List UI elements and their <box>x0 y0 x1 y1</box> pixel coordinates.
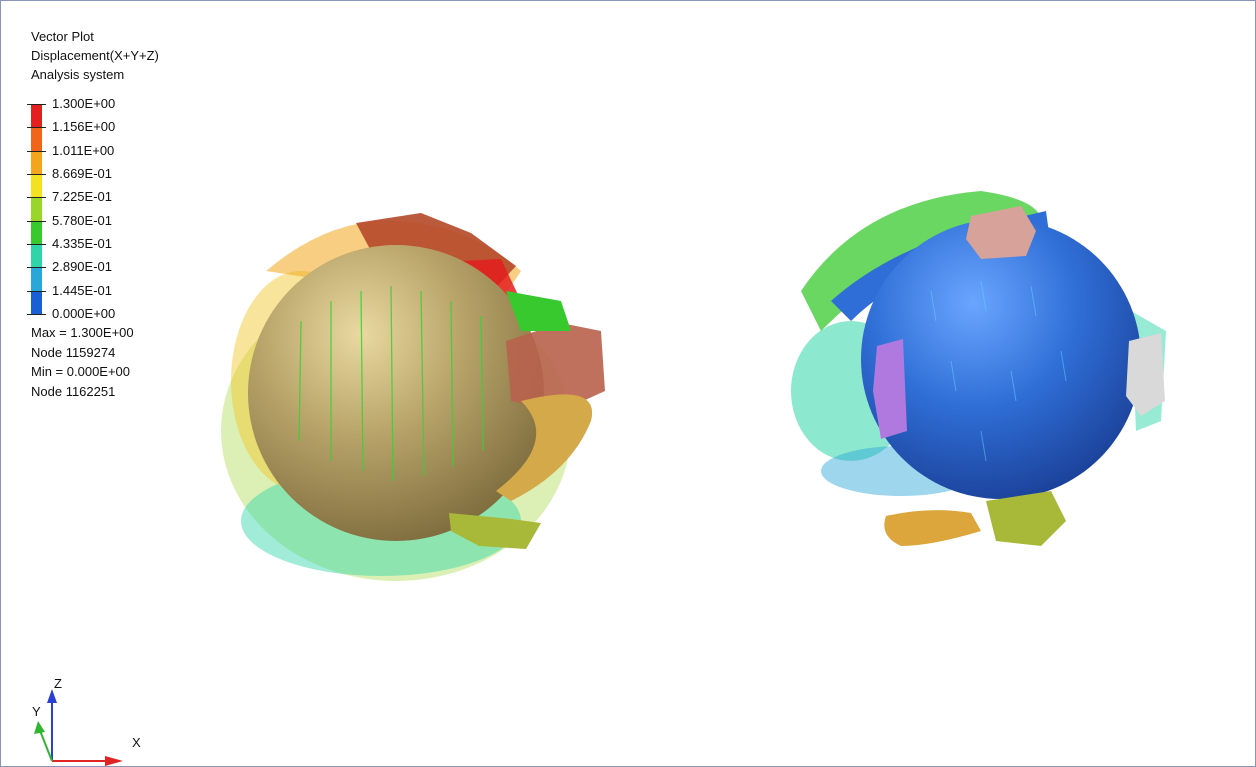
legend-tick-1 <box>27 127 46 129</box>
legend-level-label: 0.000E+00 <box>52 306 116 321</box>
legend-band-7 <box>31 267 42 291</box>
legend-level-label: 1.011E+00 <box>52 142 115 158</box>
legend-result-type: Displacement(X+Y+Z) <box>31 48 159 63</box>
legend-tick-9 <box>27 314 46 315</box>
legend-band-6 <box>31 243 42 268</box>
legend-max-node: Node 1159274 <box>31 344 116 360</box>
legend-tick-0 <box>27 104 46 105</box>
right-sphere-arrows <box>930 280 1067 462</box>
left-sphere-arrows <box>298 285 484 482</box>
right-sphere <box>861 219 1141 499</box>
legend-level-label: 8.669E-01 <box>52 166 112 181</box>
legend-band-4 <box>31 197 42 221</box>
triad-y-label: Y <box>32 704 41 719</box>
legend-tick-3 <box>27 174 46 175</box>
legend-level-label: 1.156E+00 <box>52 119 116 135</box>
left-tail <box>496 394 593 501</box>
legend-band-8 <box>31 290 42 314</box>
triad-z-label: Z <box>54 676 62 691</box>
legend-tick-6 <box>27 244 46 245</box>
right-left-cap <box>873 339 907 439</box>
legend-level-label: 2.890E-01 <box>52 259 112 275</box>
left-sphere <box>248 245 544 541</box>
legend-band-3 <box>31 173 42 198</box>
left-green-patch <box>506 291 571 331</box>
right-tail <box>884 510 981 546</box>
legend-min-value: Min = 0.000E+00 <box>31 364 131 379</box>
legend-band-5 <box>31 220 42 244</box>
legend-tick-5 <box>27 220 46 222</box>
legend-level-label: 1.445E-01 <box>52 282 112 298</box>
triad-y-axis <box>38 727 53 762</box>
legend-band-1 <box>31 127 42 151</box>
right-green-tab <box>986 491 1066 546</box>
triad-y-arrowhead <box>34 721 45 734</box>
triad-x-label: X <box>132 735 141 750</box>
legend-extremes: Max = 1.300E+00 Node 1159274 Min = 0.000… <box>31 323 134 401</box>
left-green-tab <box>449 513 541 549</box>
left-side-cap <box>506 323 605 411</box>
legend-tick-2 <box>27 150 46 152</box>
left-model <box>221 213 605 581</box>
legend-tick-8 <box>27 290 46 292</box>
legend-band-0 <box>31 104 42 128</box>
legend-level-label: 4.335E-01 <box>52 236 112 251</box>
legend-system: Analysis system <box>31 67 125 82</box>
legend-tick-4 <box>27 197 46 199</box>
legend-max-value: Max = 1.300E+00 <box>31 325 134 340</box>
legend-level-label: 1.300E+00 <box>52 96 116 111</box>
right-top-cap <box>966 206 1036 259</box>
coordinate-triad <box>34 689 123 766</box>
triad-x-arrowhead <box>105 756 123 766</box>
legend-level-label: 7.225E-01 <box>52 189 112 205</box>
legend-color-bar <box>31 104 42 314</box>
right-model <box>791 191 1166 546</box>
legend-level-label: 5.780E-01 <box>52 212 112 228</box>
legend-title: Vector Plot <box>31 29 94 44</box>
legend-tick-7 <box>27 267 46 269</box>
legend-band-2 <box>31 150 42 174</box>
legend-min-node: Node 1162251 <box>31 383 116 399</box>
triad-z-arrowhead <box>47 689 57 703</box>
right-right-cap <box>1126 333 1165 416</box>
legend-header: Vector Plot Displacement(X+Y+Z) Analysis… <box>31 27 159 84</box>
